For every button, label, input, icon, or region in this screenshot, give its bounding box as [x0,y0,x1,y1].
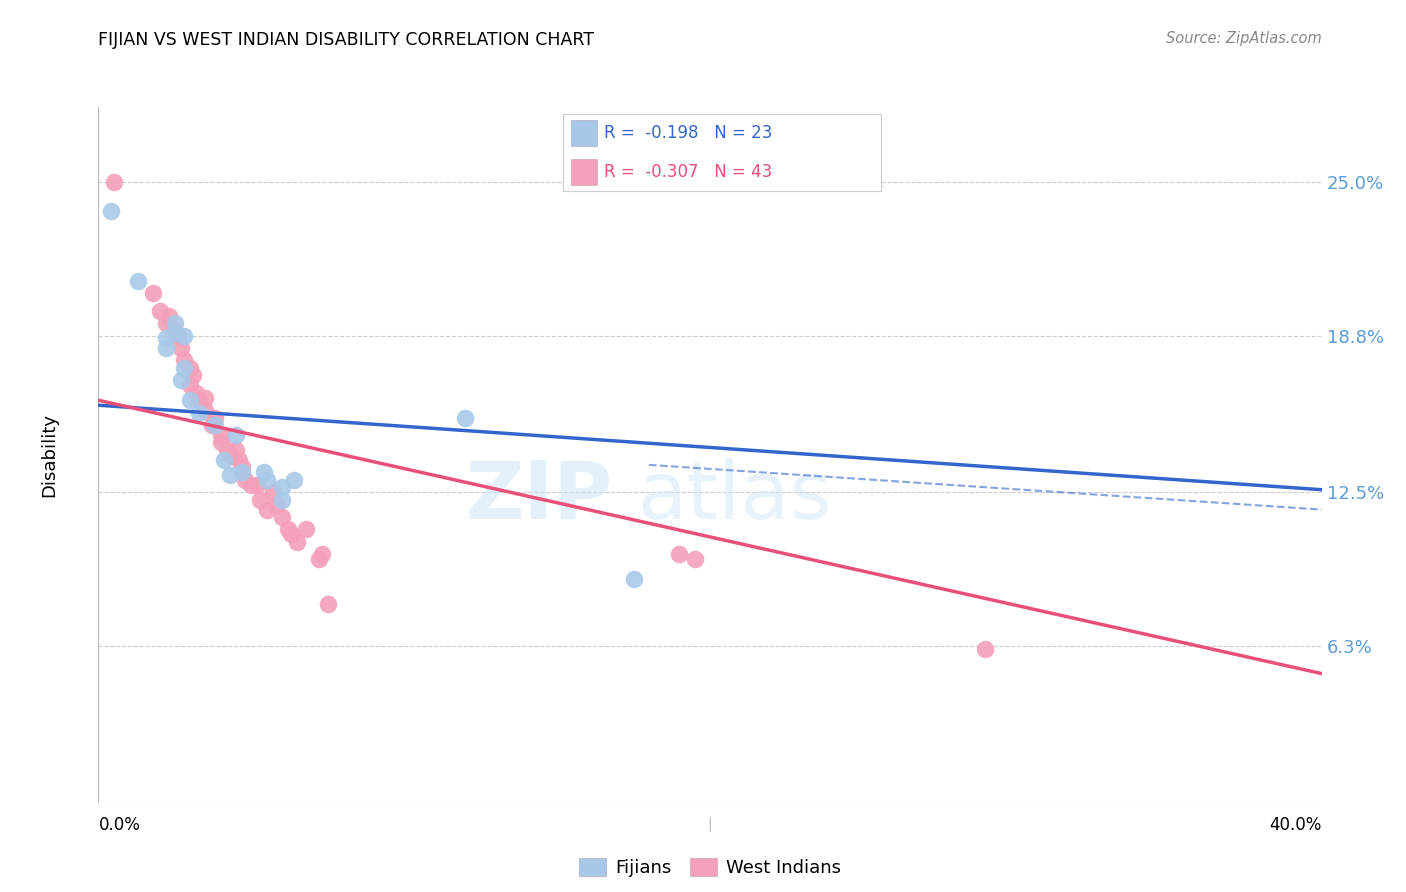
Point [219,448,242,462]
Text: FIJIAN VS WEST INDIAN DISABILITY CORRELATION CHART: FIJIAN VS WEST INDIAN DISABILITY CORRELA… [98,31,595,49]
Point [100,204,122,219]
Point [231,460,253,475]
Point [204,418,226,433]
Point [209,435,232,450]
Point [280,527,302,541]
Point [225,442,247,457]
Point [149,303,172,318]
Point [256,473,278,487]
Text: ZIP: ZIP [465,458,612,536]
Point [454,410,477,425]
Point [264,498,287,512]
Point [163,326,186,341]
Point [179,378,201,392]
Point [256,502,278,516]
Text: |: | [707,816,713,830]
Point [246,477,269,491]
Point [155,331,177,345]
Point [311,547,333,561]
Point [155,341,177,355]
Point [212,453,235,467]
Point [219,467,242,482]
Point [170,373,193,387]
Point [283,473,305,487]
Point [200,418,222,433]
Point [127,274,149,288]
Point [186,385,208,400]
Text: Source: ZipAtlas.com: Source: ZipAtlas.com [1166,31,1322,46]
Legend: Fijians, West Indians: Fijians, West Indians [572,850,848,884]
Point [295,523,318,537]
Point [249,492,271,507]
Point [170,341,193,355]
Point [308,552,330,566]
Point [270,480,292,494]
Point [974,641,997,656]
Point [270,510,292,524]
Point [173,353,195,368]
Point [194,391,217,405]
Point [155,316,177,330]
Point [188,406,211,420]
Point [240,477,263,491]
Text: R =  -0.198   N = 23: R = -0.198 N = 23 [603,124,772,142]
Point [231,466,253,480]
Point [194,403,217,417]
Text: atlas: atlas [637,458,831,536]
Point [157,309,180,323]
Point [173,361,195,376]
Point [167,328,190,343]
Point [179,361,201,376]
Point [228,453,250,467]
Point [181,368,204,383]
Point [285,535,308,549]
Point [188,393,211,408]
Text: Disability: Disability [41,413,59,497]
Point [179,393,201,408]
Point [623,572,645,586]
Point [163,324,186,338]
Point [204,410,226,425]
Point [215,442,238,457]
Point [252,466,274,480]
Point [262,485,284,500]
Point [173,328,195,343]
Point [142,286,165,301]
Point [233,473,256,487]
Point [270,492,292,507]
Point [209,428,232,442]
Point [683,552,706,566]
Point [225,428,247,442]
Point [163,316,186,330]
Point [103,175,125,189]
Text: 0.0%: 0.0% [98,816,141,834]
Point [316,597,339,611]
Point [277,523,299,537]
Point [668,547,690,561]
Text: 40.0%: 40.0% [1270,816,1322,834]
Text: R =  -0.307   N = 43: R = -0.307 N = 43 [603,162,772,181]
